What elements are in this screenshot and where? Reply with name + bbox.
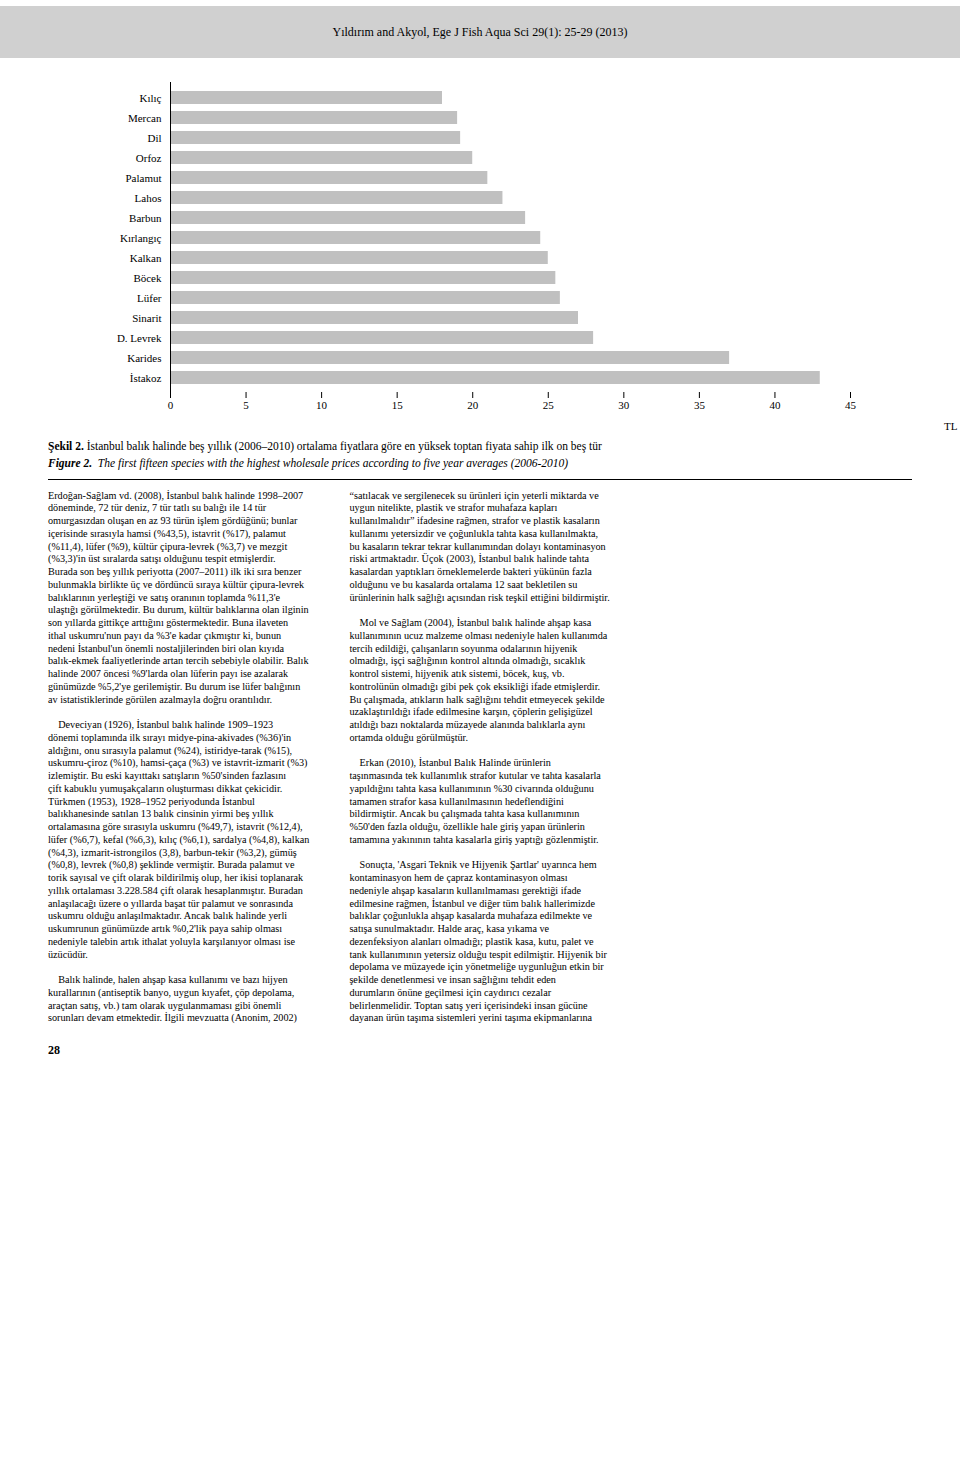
svg-text:45: 45 bbox=[845, 399, 857, 411]
svg-text:10: 10 bbox=[316, 399, 328, 411]
html-text:Yıldırım and Akyol, Ege J Fish: Yıldırım and Akyol, Ege J Fish Aqua Sci … bbox=[332, 24, 628, 39]
svg-text:Dil: Dil bbox=[147, 132, 161, 144]
svg-text:Sinarit: Sinarit bbox=[132, 312, 161, 324]
html-text:Figure 2. The first fifteen sp: Figure 2. The first fifteen species with… bbox=[48, 457, 569, 470]
svg-text:Kırlangıç: Kırlangıç bbox=[120, 232, 162, 244]
svg-text:0: 0 bbox=[168, 399, 174, 411]
svg-text:Orfoz: Orfoz bbox=[136, 152, 162, 164]
svg-text:Kalkan: Kalkan bbox=[130, 252, 162, 264]
svg-text:TL: TL bbox=[944, 420, 958, 432]
svg-text:Lahos: Lahos bbox=[135, 192, 162, 204]
svg-text:Barbun: Barbun bbox=[129, 212, 162, 224]
svg-text:Böcek: Böcek bbox=[133, 272, 162, 284]
svg-text:25: 25 bbox=[543, 399, 555, 411]
svg-text:Palamut: Palamut bbox=[125, 172, 161, 184]
svg-text:15: 15 bbox=[392, 399, 404, 411]
svg-text:40: 40 bbox=[769, 399, 781, 411]
svg-text:20: 20 bbox=[467, 399, 479, 411]
svg-text:Kılıç: Kılıç bbox=[140, 92, 162, 104]
svg-text:Lüfer: Lüfer bbox=[137, 292, 162, 304]
svg-text:30: 30 bbox=[618, 399, 630, 411]
html-text:“satılacak ve sergilenecek su: “satılacak ve sergilenecek su ürünleri i… bbox=[349, 489, 610, 1024]
svg-text:Mercan: Mercan bbox=[128, 112, 162, 124]
html-text:Şekil 2. İstanbul balık halind: Şekil 2. İstanbul balık halinde beş yıll… bbox=[48, 440, 602, 452]
svg-text:5: 5 bbox=[243, 399, 249, 411]
html-text:28: 28 bbox=[48, 1043, 60, 1057]
svg-text:35: 35 bbox=[694, 399, 706, 411]
svg-text:Karides: Karides bbox=[127, 352, 161, 364]
svg-text:D. Levrek: D. Levrek bbox=[117, 332, 162, 344]
svg-text:İstakoz: İstakoz bbox=[130, 372, 162, 384]
html-text:Erdoğan-Sağlam vd. (2008), İst: Erdoğan-Sağlam vd. (2008), İstanbul balı… bbox=[48, 489, 310, 1024]
